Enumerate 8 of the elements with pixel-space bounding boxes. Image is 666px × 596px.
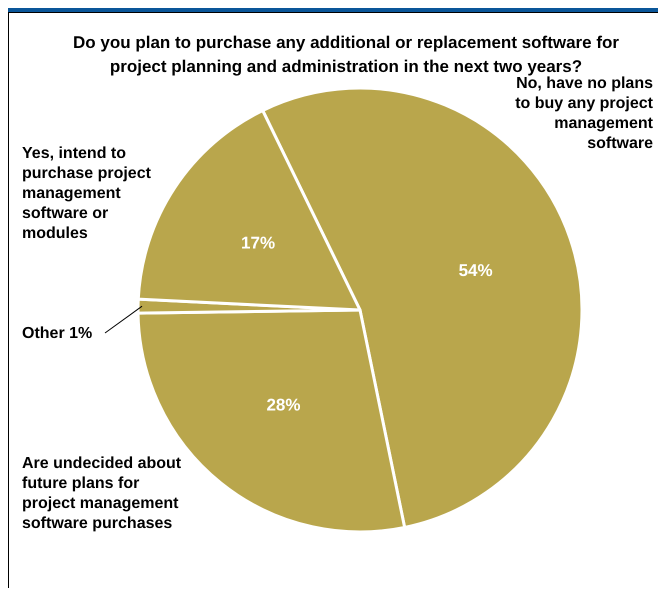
slice-label: Other 1% — [22, 325, 92, 342]
data-label: 54% — [458, 261, 493, 280]
slice-label: No, have no plans to buy any project management software — [515, 75, 654, 152]
data-label: 17% — [241, 233, 276, 252]
slice-label: Are undecided about future plans for project management software purchases — [22, 455, 182, 532]
chart-title: Do you plan to purchase any additional or replacement software for project planning and administration in the next two years? — [73, 33, 620, 76]
data-label: 28% — [266, 396, 301, 415]
slice-label: Yes, intend to purchase project management software or modules — [22, 145, 152, 242]
